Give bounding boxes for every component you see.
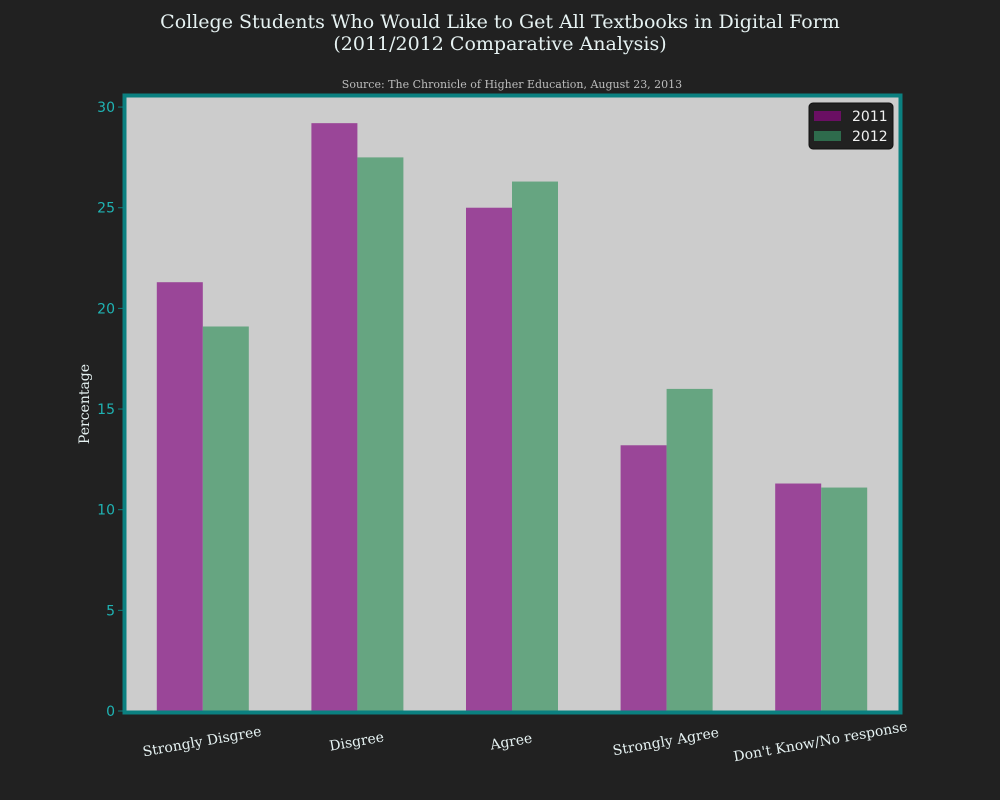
y-tick-label: 0: [106, 704, 115, 720]
legend-swatch-2012: [814, 131, 841, 141]
y-tick-label: 15: [97, 402, 115, 418]
bar-2011-2: [466, 207, 512, 711]
y-tick-label: 10: [97, 503, 115, 519]
x-tick-label: Agree: [488, 731, 533, 754]
bar-2011-1: [311, 123, 358, 712]
y-tick-label: 20: [97, 301, 115, 317]
bar-2011-4: [775, 483, 822, 711]
bars-group: [156, 123, 868, 712]
bar-2011-0: [156, 282, 203, 711]
legend-label-2012: 2012: [852, 129, 888, 145]
x-tick-label: Don't Know/No response: [732, 719, 908, 765]
y-axis-label: Percentage: [77, 364, 93, 444]
bar-2012-0: [202, 326, 249, 711]
bar-2012-4: [821, 487, 868, 711]
legend: 2011 2012: [808, 102, 894, 150]
y-tick-label: 25: [97, 201, 115, 217]
bar-2012-2: [512, 181, 558, 711]
x-axis: Strongly Disgree Disgree Agree Strongly Agr…: [141, 719, 908, 765]
bar-2011-3: [620, 445, 667, 711]
x-tick-label: Disgree: [328, 729, 385, 754]
x-tick-label: Strongly Disgree: [141, 724, 262, 761]
plot-frame: [122, 93, 903, 715]
bar-2012-1: [357, 157, 404, 712]
chart-subtitle: Source: The Chronicle of Higher Educatio…: [341, 78, 683, 91]
y-axis: 0 5 10 15 20 25 30: [97, 100, 123, 720]
chart-title-line2: (2011/2012 Comparative Analysis): [333, 33, 667, 55]
chart-title-line1: College Students Who Would Like to Get A…: [160, 11, 840, 33]
bar-2012-3: [666, 388, 713, 711]
y-tick-label: 5: [106, 603, 115, 619]
x-tick-label: Strongly Agree: [612, 725, 721, 759]
y-tick-label: 30: [97, 100, 115, 116]
legend-label-2011: 2011: [852, 109, 888, 125]
chart-title: College Students Who Would Like to Get A…: [0, 11, 1000, 55]
legend-swatch-2011: [814, 111, 841, 121]
